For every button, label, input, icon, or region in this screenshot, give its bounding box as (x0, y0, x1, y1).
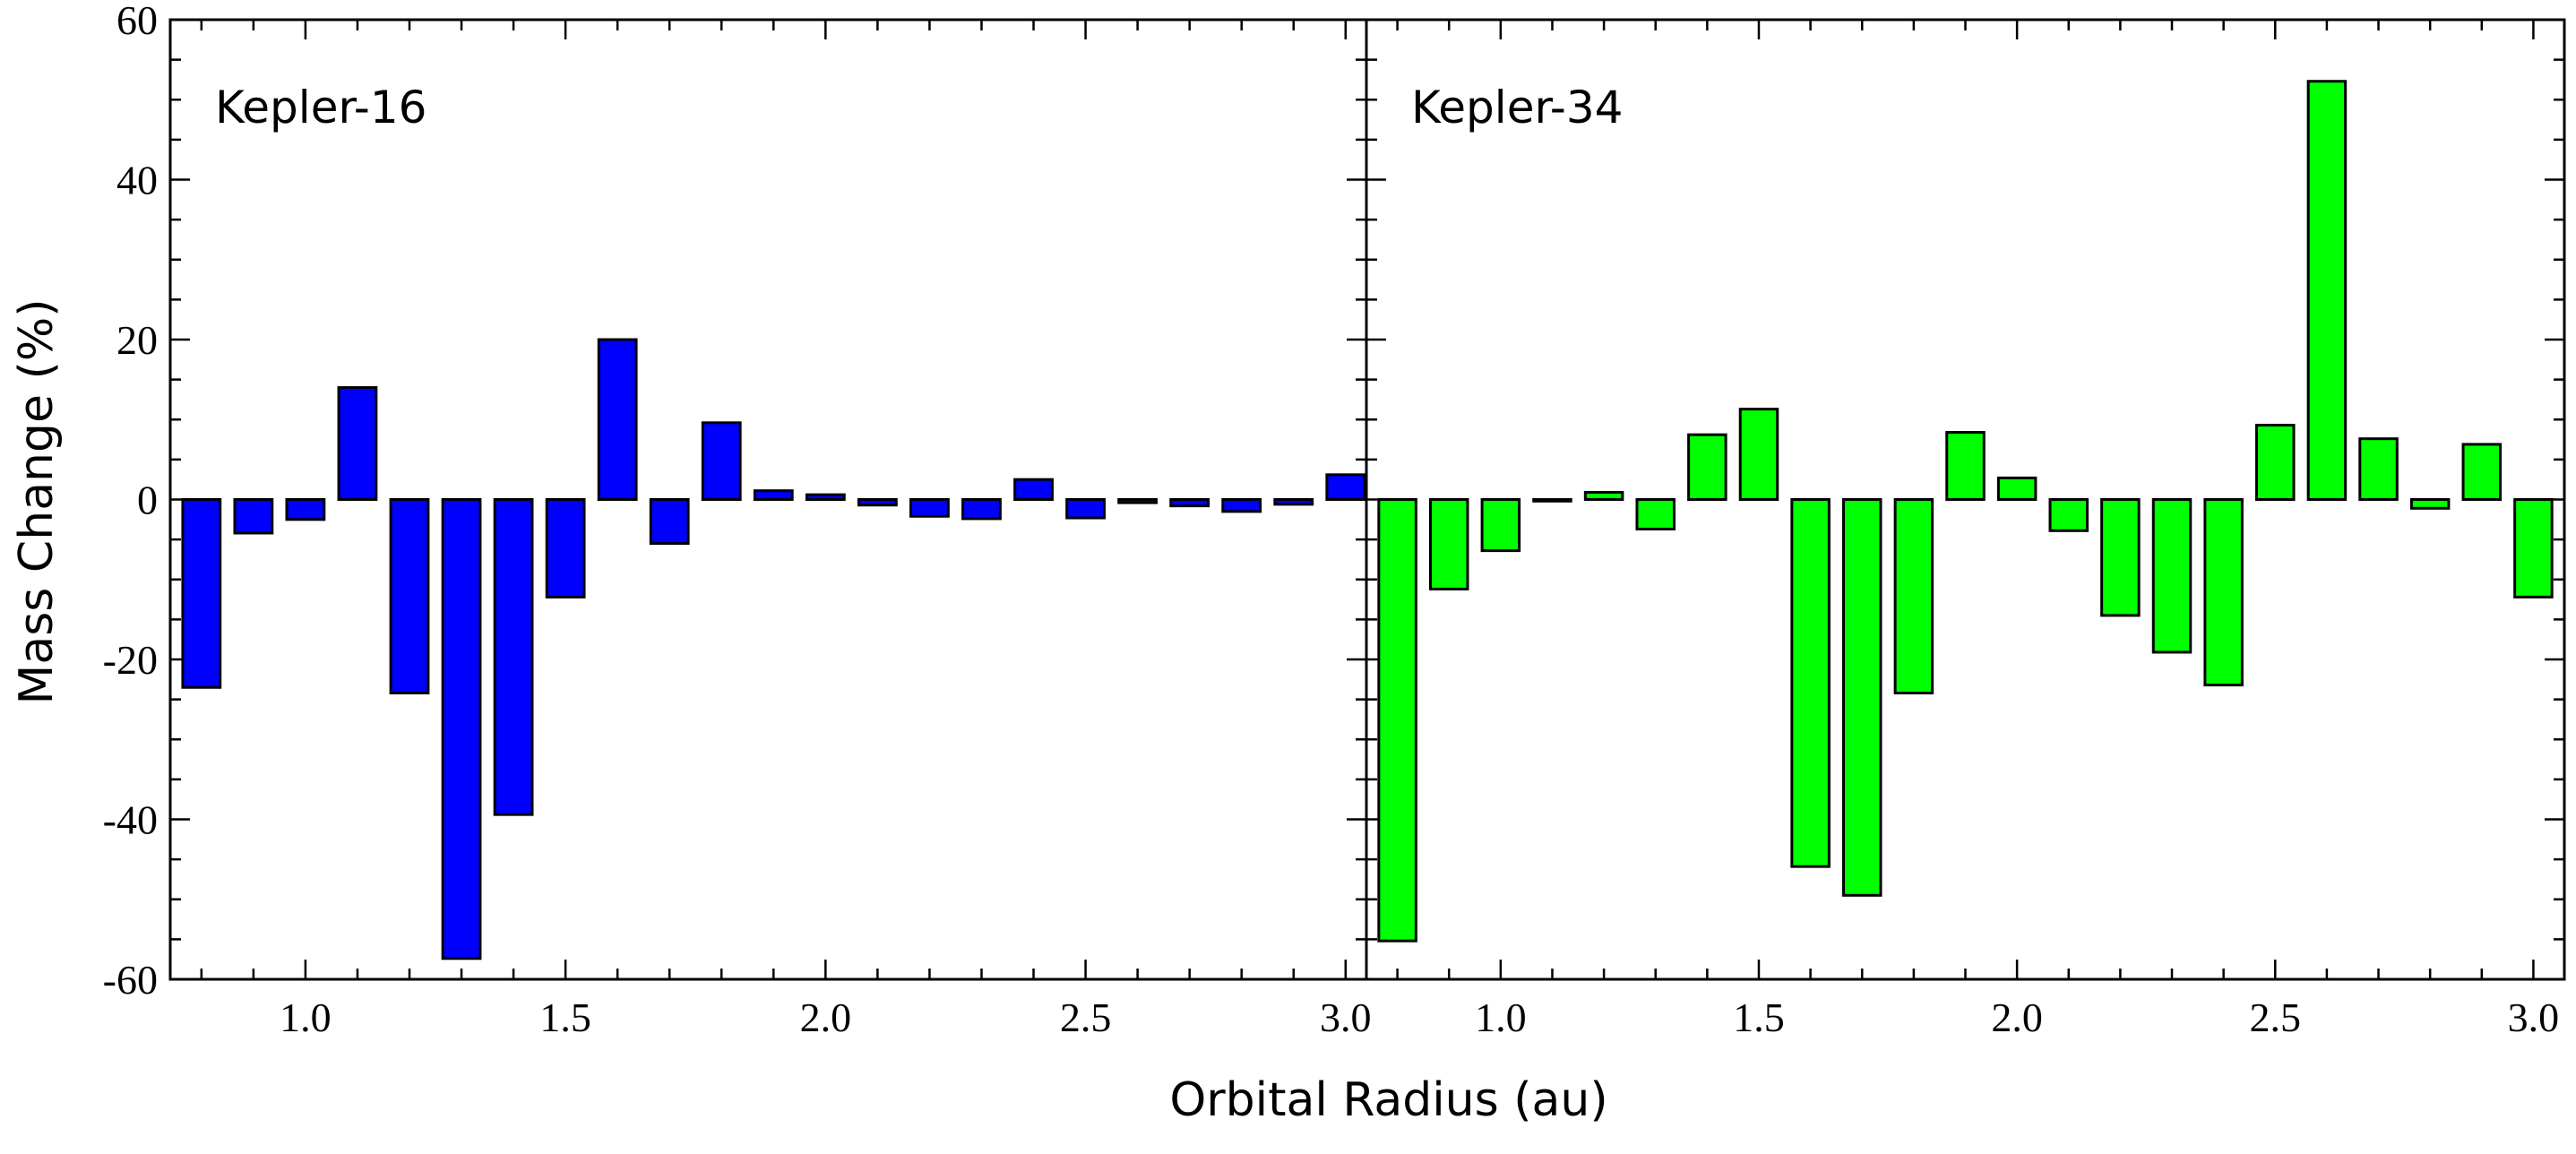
bar (1169, 498, 1210, 508)
bar (909, 498, 950, 518)
bar (233, 498, 274, 535)
bar (2151, 498, 2193, 654)
bar (857, 498, 898, 507)
x-tick-label: 1.0 (280, 995, 332, 1040)
x-tick-label: 1.5 (539, 995, 591, 1040)
bar (805, 493, 846, 502)
bar (649, 498, 690, 546)
panel-label: Kepler-34 (1411, 82, 1623, 133)
bar (2461, 443, 2503, 502)
panel-2: 1.0 1.5 2.0 2.5 3.0 Kepler-34 (1365, 18, 2566, 1040)
x-tick-label: 1.5 (1733, 995, 1785, 1040)
y-tick-label: -40 (103, 797, 158, 843)
bar (1841, 498, 1882, 897)
bar (701, 421, 742, 502)
bar (2513, 498, 2554, 599)
x-axis-title: Orbital Radius (au) (1169, 1073, 1607, 1127)
bar (285, 498, 326, 521)
bar (1790, 498, 1831, 868)
bar (1273, 498, 1314, 506)
x-tick-label: 3.0 (2508, 995, 2560, 1040)
bar (1583, 490, 1624, 502)
bar (1532, 498, 1572, 503)
bar (2409, 498, 2451, 510)
bar (493, 498, 534, 816)
bar (2358, 437, 2399, 502)
x-tick-label: 1.0 (1475, 995, 1527, 1040)
bar (1687, 433, 1727, 501)
y-tick-label: 40 (116, 158, 158, 203)
y-tick-label: 20 (116, 317, 158, 363)
bar (1738, 408, 1779, 501)
x-tick-label: 2.0 (1991, 995, 2043, 1040)
bar (1996, 476, 2038, 502)
bar (1013, 478, 1054, 501)
bar (2100, 498, 2141, 617)
bar (1065, 498, 1106, 520)
y-tick-label: 0 (137, 478, 158, 523)
bar (2203, 498, 2244, 687)
bar (545, 498, 586, 599)
x-tick-label: 2.5 (1060, 995, 1112, 1040)
panel-label: Kepler-16 (215, 82, 426, 133)
bar (389, 498, 430, 694)
bar (1325, 473, 1366, 502)
x-tick-label: 2.0 (800, 995, 852, 1040)
bar (2306, 80, 2348, 501)
bar (1428, 498, 1469, 590)
x-tick-label: 2.5 (2250, 995, 2302, 1040)
bar (1117, 498, 1159, 504)
y-tick-label: -20 (103, 637, 158, 683)
bar (1945, 431, 1986, 501)
bar (1480, 498, 1521, 553)
bar (1221, 498, 1262, 513)
bar (2255, 423, 2296, 501)
bar (753, 489, 794, 501)
x-tick-label: 3.0 (1320, 995, 1372, 1040)
bar (441, 498, 482, 960)
y-tick-label: -60 (103, 957, 158, 1003)
panel-1: 1.0 1.5 2.0 2.5 3.0 60 40 20 0 -20 -40 -60 Kepler-16 (103, 0, 1372, 1040)
bar (1893, 498, 1934, 694)
bar (181, 498, 222, 689)
bar (2048, 498, 2089, 532)
bar (1635, 498, 1676, 531)
y-tick-label: 60 (116, 0, 158, 43)
bar (1377, 498, 1417, 943)
bar (961, 498, 1002, 521)
bar (597, 338, 638, 501)
y-axis-title: Mass Change (%) (10, 298, 64, 704)
bar (337, 386, 378, 501)
